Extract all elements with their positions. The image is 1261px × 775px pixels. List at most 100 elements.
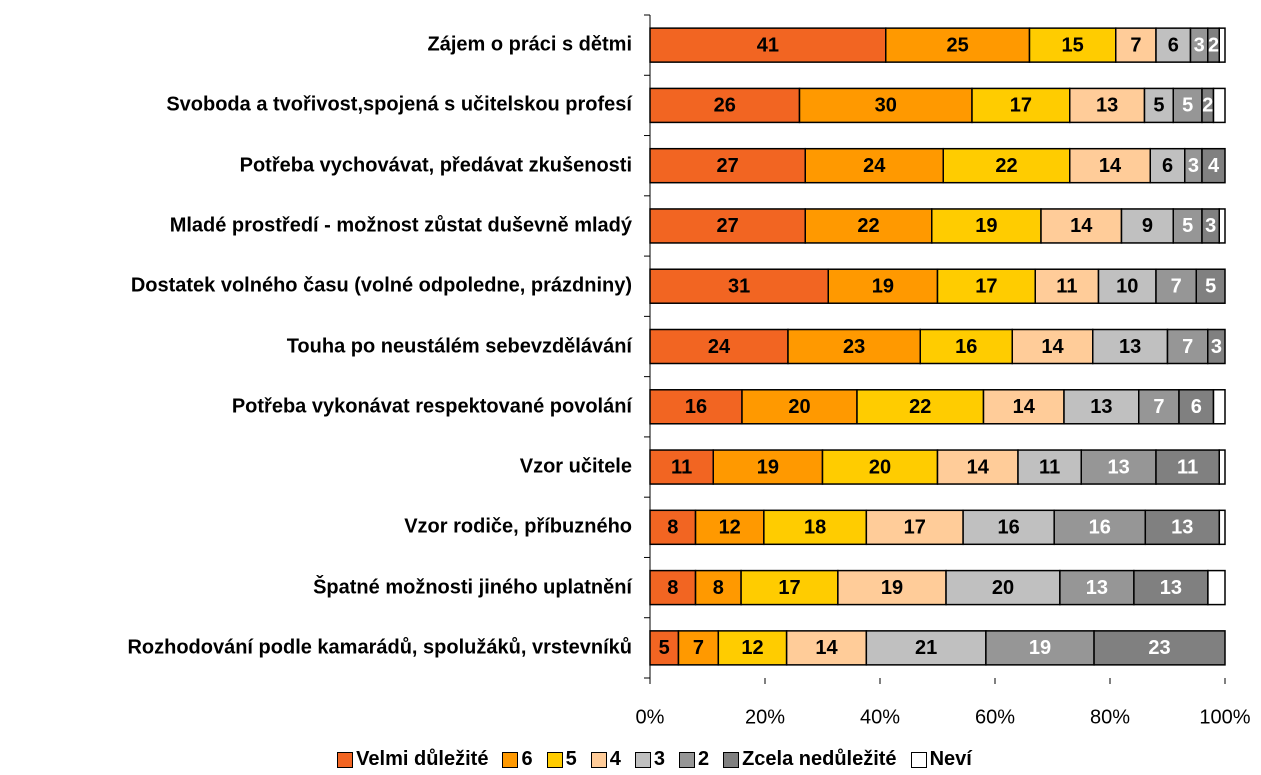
data-label: 12 bbox=[719, 517, 741, 539]
bar-segment bbox=[763, 509, 868, 546]
bar-segment bbox=[982, 389, 1065, 425]
bar-segment bbox=[1218, 208, 1226, 244]
data-label: 19 bbox=[881, 577, 903, 599]
data-label: 22 bbox=[857, 215, 879, 237]
bar-segment bbox=[1133, 569, 1209, 606]
data-label: 4 bbox=[1208, 155, 1220, 177]
bar-segment bbox=[694, 509, 765, 546]
legend-item: 6 bbox=[502, 748, 533, 771]
legend: Velmi důležité 6 5 4 3 2 Zcela nedůležité Neví bbox=[0, 748, 1261, 771]
data-label: 13 bbox=[1086, 577, 1108, 599]
category-label: Touha po neustálém sebevzdělávání bbox=[8, 334, 632, 359]
data-label: 8 bbox=[667, 577, 678, 599]
category-text: Touha po neustálém sebevzdělávání bbox=[286, 335, 632, 357]
bar-segment bbox=[649, 147, 806, 184]
bar-segment bbox=[936, 449, 1019, 485]
bar-segment bbox=[741, 389, 858, 425]
bar-segment bbox=[1069, 87, 1146, 124]
data-label: 22 bbox=[995, 155, 1017, 177]
data-label: 13 bbox=[1090, 396, 1112, 418]
data-label: 17 bbox=[975, 276, 997, 298]
bar-segment bbox=[1212, 87, 1226, 124]
legend-item: Velmi důležité bbox=[337, 748, 488, 771]
bar-segment bbox=[856, 389, 985, 425]
category-text: Dostatek volného času (volné odpoledne, … bbox=[130, 274, 632, 297]
bar-segment bbox=[1011, 328, 1094, 365]
bar-segment bbox=[1218, 27, 1226, 63]
bar-segment bbox=[717, 630, 788, 666]
category-text: Vzor učitele bbox=[519, 455, 632, 478]
bar-segment bbox=[649, 328, 789, 365]
data-label: 8 bbox=[667, 517, 678, 539]
data-label: 9 bbox=[1142, 215, 1153, 237]
data-label: 11 bbox=[1056, 276, 1077, 298]
bar-segment bbox=[804, 147, 944, 184]
bar-segment bbox=[677, 630, 720, 666]
data-label: 24 bbox=[863, 155, 886, 177]
data-label: 5 bbox=[659, 637, 670, 659]
data-label: 15 bbox=[1062, 34, 1084, 56]
data-label: 3 bbox=[1205, 215, 1216, 237]
bar-segment bbox=[649, 87, 801, 124]
bar-segment bbox=[1218, 509, 1226, 546]
category-label: Dostatek volného času (volné odpoledne, … bbox=[8, 274, 632, 299]
category-label: Vzor učitele bbox=[8, 455, 632, 480]
data-label: 7 bbox=[1171, 276, 1182, 298]
bar-segment bbox=[1155, 449, 1220, 485]
bar-segment bbox=[712, 449, 824, 485]
x-tick-label: 40% bbox=[860, 706, 900, 728]
data-label: 17 bbox=[904, 517, 926, 539]
bar-segment bbox=[1201, 147, 1226, 184]
bar-segment bbox=[1017, 449, 1082, 485]
bar-segment bbox=[649, 509, 697, 546]
bar-segment bbox=[885, 27, 1031, 63]
data-label: 3 bbox=[1188, 155, 1199, 177]
data-label: 16 bbox=[955, 336, 977, 358]
bar-segment bbox=[1207, 569, 1226, 606]
bar-segment bbox=[1218, 449, 1226, 485]
data-label: 17 bbox=[778, 577, 800, 599]
data-label: 27 bbox=[717, 215, 739, 237]
legend-item: 4 bbox=[590, 748, 621, 771]
legend-swatch bbox=[502, 751, 519, 768]
data-label: 11 bbox=[1177, 456, 1198, 478]
data-label: 7 bbox=[1130, 34, 1141, 56]
data-label: 7 bbox=[1153, 396, 1164, 418]
bar-segment bbox=[971, 87, 1071, 124]
data-label: 8 bbox=[713, 577, 724, 599]
data-label: 7 bbox=[693, 637, 704, 659]
data-label: 10 bbox=[1116, 276, 1138, 298]
data-label: 3 bbox=[1211, 336, 1222, 358]
data-label: 18 bbox=[804, 517, 826, 539]
category-text: Svoboda a tvořivost,spojená s učitelskou… bbox=[166, 93, 632, 116]
x-tick-label: 60% bbox=[975, 706, 1015, 728]
bar-segment bbox=[1069, 147, 1151, 184]
category-text: Vzor rodiče, příbuzného bbox=[404, 515, 632, 538]
legend-swatch bbox=[337, 751, 354, 768]
data-label: 14 bbox=[1013, 396, 1036, 418]
bar-segment bbox=[1178, 389, 1215, 425]
data-label: 19 bbox=[757, 456, 779, 478]
category-label: Potřeba vykonávat respektované povolání bbox=[8, 394, 632, 419]
bar-segment bbox=[865, 630, 987, 666]
data-label: 24 bbox=[708, 336, 731, 358]
x-tick-label: 0% bbox=[636, 706, 665, 728]
legend-label: 5 bbox=[565, 748, 577, 770]
legend-swatch bbox=[723, 751, 740, 768]
bar-segment bbox=[1212, 389, 1226, 425]
data-label: 13 bbox=[1171, 517, 1193, 539]
data-label: 41 bbox=[757, 34, 779, 56]
category-label: Vzor rodiče, příbuzného bbox=[8, 515, 632, 540]
x-tick-label: 20% bbox=[745, 706, 785, 728]
bar-segment bbox=[798, 87, 973, 124]
data-label: 12 bbox=[741, 637, 763, 659]
data-label: 11 bbox=[1039, 456, 1060, 478]
legend-label: 4 bbox=[609, 748, 621, 770]
data-label: 13 bbox=[1108, 456, 1130, 478]
bar-segment bbox=[1155, 268, 1197, 304]
data-label: 30 bbox=[875, 95, 897, 117]
data-label: 23 bbox=[1148, 637, 1170, 659]
legend-item: Neví bbox=[910, 748, 972, 771]
